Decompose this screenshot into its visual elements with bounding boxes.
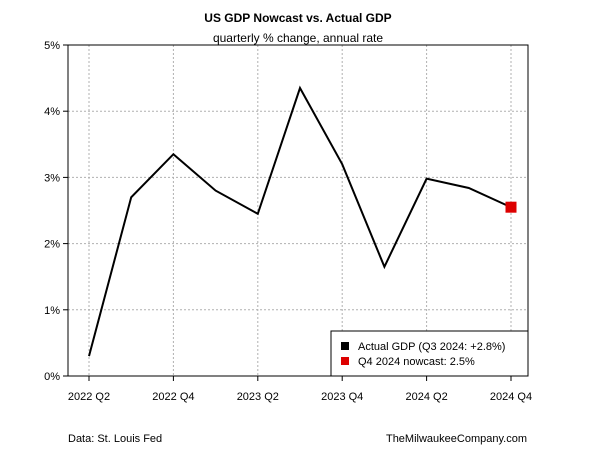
legend: Actual GDP (Q3 2024: +2.8%) Q4 2024 nowc… (330, 330, 529, 377)
y-tick-label: 2% (44, 239, 60, 251)
y-tick-label: 3% (44, 172, 60, 184)
y-axis: 0% 1% 2% 3% 4% 5% (44, 40, 68, 383)
legend-label-nowcast: Q4 2024 nowcast: 2.5% (358, 356, 475, 368)
x-tick-label: 2024 Q4 (490, 391, 532, 403)
chart-title: US GDP Nowcast vs. Actual GDP (204, 11, 391, 25)
x-tick-label: 2023 Q2 (237, 391, 279, 403)
legend-box (330, 330, 529, 377)
data-source: Data: St. Louis Fed (68, 433, 162, 445)
nowcast-point (505, 201, 517, 213)
x-tick-label: 2023 Q4 (321, 391, 363, 403)
legend-swatch-nowcast (341, 357, 349, 365)
y-tick-label: 4% (44, 106, 60, 118)
grid-lines (68, 44, 528, 377)
x-tick-label: 2022 Q2 (68, 391, 110, 403)
y-tick-label: 0% (44, 371, 60, 383)
x-tick-label: 2024 Q2 (405, 391, 447, 403)
site-credit: TheMilwaukeeCompany.com (386, 433, 527, 445)
x-tick-label: 2022 Q4 (152, 391, 194, 403)
x-axis: 2022 Q2 2022 Q4 2023 Q2 2023 Q4 2024 Q2 2024 … (68, 376, 532, 403)
legend-swatch-actual-gdp (341, 342, 349, 350)
y-tick-label: 5% (44, 40, 60, 52)
y-tick-label: 1% (44, 305, 60, 317)
chart-subtitle: quarterly % change, annual rate (213, 31, 383, 45)
plot-frame (67, 44, 529, 377)
series-line-actual-gdp (88, 85, 512, 357)
legend-label-actual-gdp: Actual GDP (Q3 2024: +2.8%) (358, 341, 505, 353)
